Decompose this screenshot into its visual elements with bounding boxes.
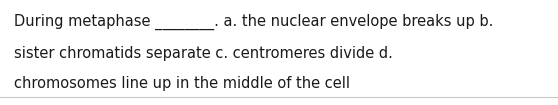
Text: During metaphase ________. a. the nuclear envelope breaks up b.: During metaphase ________. a. the nuclea… bbox=[14, 14, 493, 30]
Text: sister chromatids separate c. centromeres divide d.: sister chromatids separate c. centromere… bbox=[14, 46, 393, 61]
Text: chromosomes line up in the middle of the cell: chromosomes line up in the middle of the… bbox=[14, 76, 350, 91]
